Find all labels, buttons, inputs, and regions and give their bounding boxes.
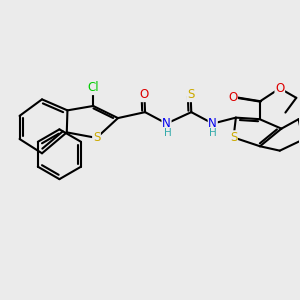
Text: O: O — [228, 91, 237, 104]
Text: O: O — [140, 88, 149, 101]
Text: S: S — [187, 88, 194, 101]
Text: N: N — [208, 117, 217, 130]
Text: S: S — [230, 131, 237, 144]
Text: O: O — [275, 82, 284, 95]
Text: S: S — [93, 131, 100, 144]
Text: Cl: Cl — [87, 81, 99, 94]
Text: N: N — [162, 117, 171, 130]
Text: H: H — [209, 128, 217, 139]
Text: H: H — [164, 128, 172, 139]
